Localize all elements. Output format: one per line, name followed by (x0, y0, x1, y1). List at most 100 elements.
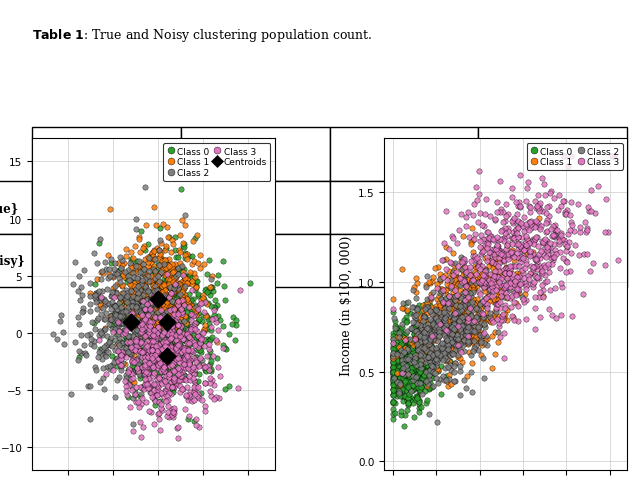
Class 1 (168, 268, 179, 276)
Class 2 (102, 332, 112, 340)
Class 2 (152, 300, 163, 308)
Class 2 (110, 314, 120, 322)
Class 2 (438, 372, 448, 380)
Class 3 (532, 274, 542, 282)
Class 2 (398, 365, 408, 372)
Class 0 (416, 363, 426, 371)
Class 3 (475, 265, 485, 273)
Class 3 (480, 300, 490, 307)
Class 0 (411, 346, 421, 353)
Class 1 (148, 256, 159, 264)
Class 0 (169, 349, 179, 357)
Class 0 (417, 368, 428, 375)
Class 2 (148, 360, 159, 368)
Class 2 (180, 212, 190, 219)
Class 0 (179, 372, 189, 380)
Class 2 (115, 278, 125, 286)
Class 3 (500, 229, 510, 237)
Class 3 (497, 273, 507, 281)
Class 1 (469, 285, 479, 293)
Class 3 (518, 214, 529, 221)
Class 0 (404, 391, 414, 398)
Class 2 (464, 326, 474, 334)
Class 1 (130, 263, 140, 270)
Class 2 (152, 300, 163, 308)
Class 1 (145, 278, 156, 286)
Class 2 (471, 313, 481, 321)
Class 1 (171, 274, 181, 281)
Class 1 (168, 289, 178, 297)
Class 3 (157, 366, 168, 373)
Class 3 (153, 364, 163, 372)
Class 0 (394, 370, 404, 378)
Class 0 (410, 374, 420, 382)
Class 0 (414, 360, 424, 367)
Class 2 (122, 298, 132, 306)
Class 2 (436, 311, 446, 319)
Class 3 (507, 313, 517, 321)
Class 1 (452, 340, 463, 348)
Class 3 (200, 298, 210, 306)
Class 0 (410, 370, 420, 378)
Class 2 (104, 339, 114, 347)
Class 1 (442, 314, 452, 322)
Class 1 (169, 288, 179, 296)
Class 3 (483, 229, 493, 237)
Class 0 (412, 376, 422, 384)
Class 3 (539, 262, 549, 270)
Class 1 (164, 290, 175, 298)
Class 3 (163, 330, 173, 338)
Class 0 (409, 355, 419, 362)
Class 2 (124, 343, 134, 350)
Class 3 (538, 294, 548, 301)
Class 0 (388, 356, 398, 363)
Class 0 (408, 381, 418, 389)
Class 3 (183, 346, 193, 353)
Class 2 (150, 334, 160, 341)
Class 2 (440, 338, 451, 346)
Class 1 (95, 268, 106, 276)
Class 1 (167, 331, 177, 338)
Class 2 (111, 354, 122, 362)
Class 1 (459, 318, 469, 325)
Class 2 (128, 293, 138, 300)
Class 1 (116, 262, 127, 270)
Class 1 (154, 294, 164, 302)
Class 3 (530, 294, 540, 301)
Class 1 (118, 311, 128, 318)
Class 2 (438, 331, 449, 339)
Class 3 (495, 299, 506, 306)
Class 0 (398, 349, 408, 357)
Class 3 (524, 251, 534, 259)
Class 3 (148, 332, 159, 340)
Class 2 (443, 345, 453, 352)
Class 0 (399, 422, 410, 430)
Class 0 (413, 338, 423, 346)
Class 0 (406, 359, 417, 366)
Class 1 (413, 344, 423, 351)
Class 3 (144, 407, 154, 415)
Class 2 (451, 341, 461, 349)
Class 2 (412, 312, 422, 320)
Class 3 (189, 327, 199, 335)
Class 2 (444, 335, 454, 342)
Class 3 (161, 346, 171, 353)
Class 3 (495, 334, 506, 341)
Class 0 (159, 280, 170, 288)
Class 3 (161, 357, 171, 365)
Class 3 (508, 219, 518, 227)
Class 3 (160, 369, 170, 376)
Class 1 (441, 322, 451, 330)
Class 0 (193, 292, 203, 300)
Class 3 (581, 250, 591, 258)
Class 3 (479, 279, 489, 287)
Class 0 (401, 351, 412, 359)
Class 3 (143, 373, 154, 381)
Class 1 (448, 331, 458, 339)
Class 3 (492, 301, 502, 309)
Class 1 (157, 294, 167, 301)
Class 1 (183, 279, 193, 287)
Class 3 (207, 315, 218, 323)
Class 0 (164, 324, 175, 331)
Class 1 (487, 257, 497, 265)
